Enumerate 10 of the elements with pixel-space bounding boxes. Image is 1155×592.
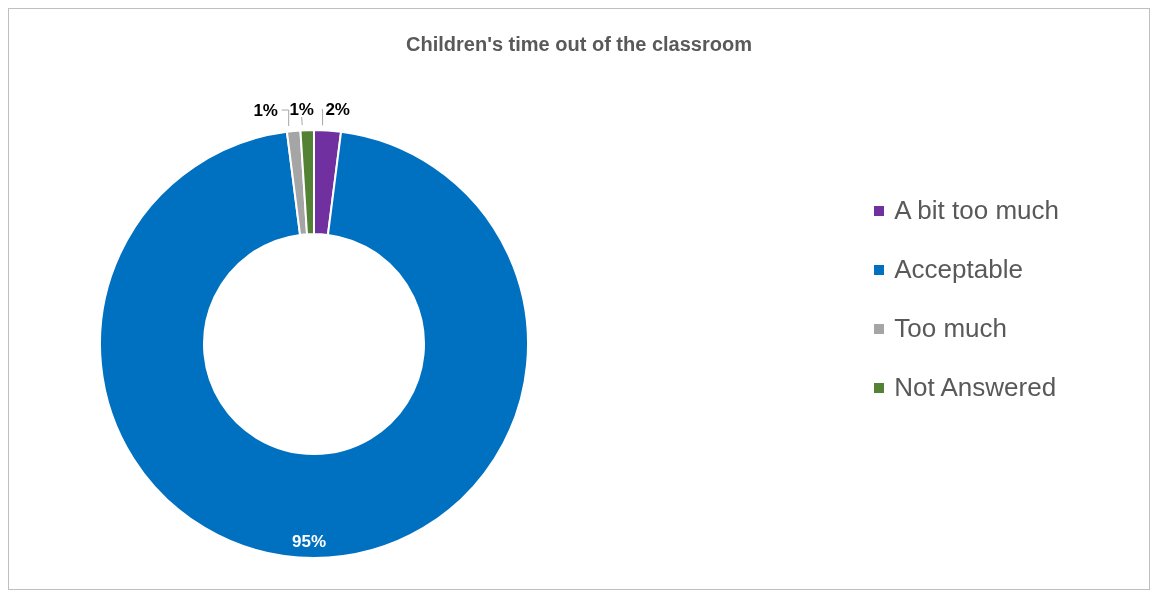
data-label: 1% [289, 99, 314, 119]
donut-slice [99, 130, 529, 559]
legend-label: A bit too much [893, 194, 1059, 227]
data-label: 95% [291, 531, 327, 551]
legend-label: Not Answered [893, 371, 1058, 404]
legend-label: Too much [893, 312, 1008, 345]
data-label: 2% [325, 99, 350, 119]
chart-title: Children's time out of the classroom [405, 33, 753, 56]
legend-label: Acceptable [893, 253, 1024, 286]
data-label: 1% [253, 100, 278, 120]
